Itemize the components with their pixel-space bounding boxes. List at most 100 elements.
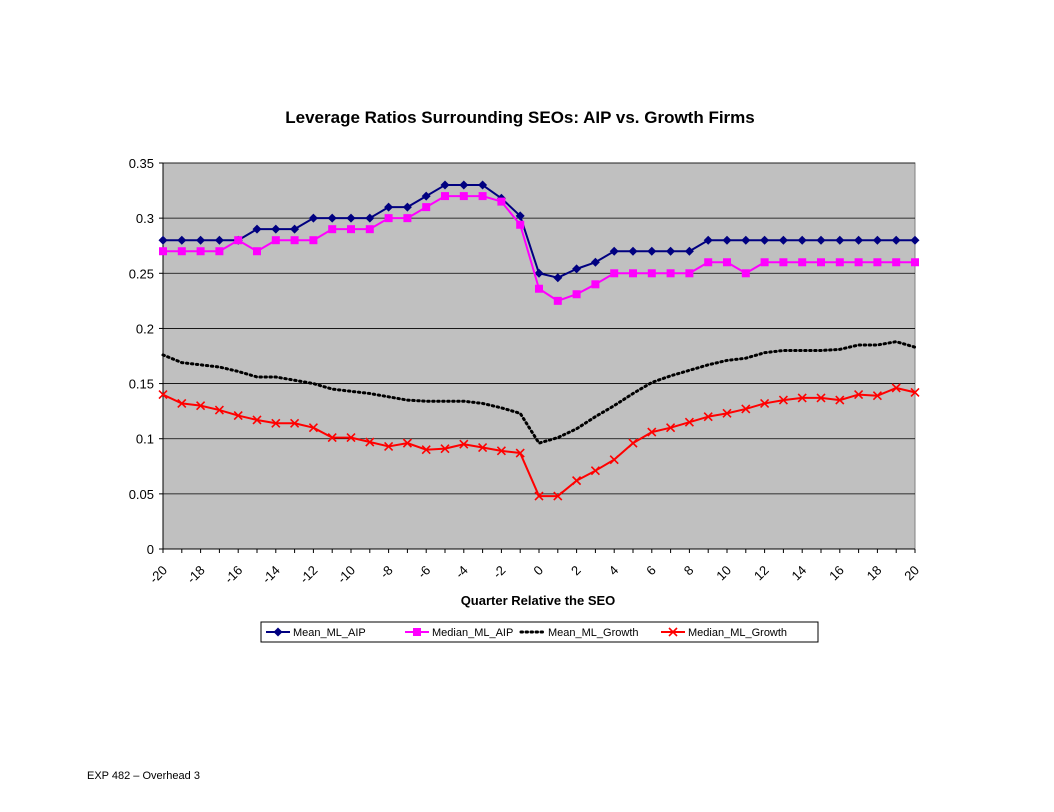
data-point-square	[779, 258, 788, 267]
x-tick-label: -14	[259, 563, 283, 587]
data-point-diamond	[515, 211, 525, 221]
x-tick-label: 10	[713, 563, 734, 584]
data-point-square	[741, 269, 750, 278]
data-point-square	[854, 258, 863, 267]
data-point-x	[196, 401, 206, 411]
data-point-square	[196, 247, 205, 256]
data-point-x	[703, 412, 713, 422]
legend-item: Median_ML_Growth	[661, 627, 787, 639]
data-point-x	[872, 391, 882, 401]
data-point-x	[590, 466, 600, 476]
data-point-x	[459, 439, 469, 449]
x-tick-label: -2	[490, 563, 509, 582]
data-point-diamond	[327, 213, 337, 223]
data-point-square	[629, 269, 637, 278]
x-tick-label: -4	[452, 563, 471, 582]
x-tick-label: 6	[643, 563, 659, 579]
data-point-x	[553, 491, 563, 501]
data-point-square	[177, 247, 186, 256]
x-tick-label: -8	[377, 563, 396, 582]
data-point-diamond	[760, 235, 770, 245]
legend-item: Median_ML_AIP	[405, 627, 513, 639]
legend: Mean_ML_AIP Median_ML_AIP Mean_ML_Growth Me…	[260, 621, 819, 643]
x-tick-label: 8	[681, 563, 697, 579]
data-point-diamond	[214, 235, 224, 245]
y-tick-label: 0	[147, 542, 154, 557]
data-point-x	[666, 423, 676, 433]
data-point-diamond	[384, 202, 394, 212]
legend-item: Mean_ML_Growth	[519, 627, 639, 639]
data-point-x	[628, 438, 638, 448]
data-point-square	[704, 258, 713, 267]
data-point-diamond	[703, 235, 713, 245]
data-point-square	[610, 269, 619, 278]
series-Mean_ML_AIP	[158, 180, 920, 283]
legend-item: Mean_ML_AIP	[266, 627, 366, 639]
data-point-x	[741, 404, 751, 414]
data-point-x	[214, 405, 224, 415]
series-Mean_ML_Growth	[161, 340, 917, 445]
data-point-diamond	[271, 224, 281, 234]
data-point-diamond	[252, 224, 262, 234]
data-point-diamond	[534, 268, 544, 278]
data-point-diamond	[590, 257, 600, 267]
data-point-x	[515, 448, 525, 458]
data-point-x	[722, 408, 732, 418]
data-point-square	[253, 247, 261, 256]
x-tick-label: 4	[606, 563, 622, 579]
data-point-x	[290, 418, 300, 428]
data-point-diamond	[421, 191, 431, 201]
x-tick-label: -16	[221, 563, 245, 587]
legend-label: Median_ML_Growth	[688, 627, 787, 639]
data-point-square	[290, 236, 299, 245]
series-Median_ML_AIP	[159, 192, 919, 305]
data-point-diamond	[440, 180, 450, 190]
data-point-square	[384, 214, 393, 223]
data-point-x	[158, 390, 168, 400]
data-point-x	[797, 393, 807, 403]
x-tick-label: 16	[826, 563, 847, 584]
data-point-diamond	[797, 235, 807, 245]
data-point-square	[478, 192, 487, 201]
data-point-diamond	[684, 246, 694, 256]
data-point-x	[910, 387, 920, 397]
x-tick-label: 0	[530, 563, 546, 579]
data-point-square	[328, 225, 337, 234]
data-point-square	[413, 628, 421, 636]
data-point-square	[572, 290, 581, 299]
data-point-diamond	[553, 273, 563, 283]
data-point-square	[459, 192, 468, 201]
data-point-diamond	[478, 180, 488, 190]
x-tick-label: 12	[751, 563, 772, 584]
y-tick-label: 0.05	[129, 487, 154, 502]
data-point-x	[816, 393, 826, 403]
data-point-square	[647, 269, 656, 278]
data-point-square	[723, 258, 731, 267]
data-point-square	[215, 247, 224, 256]
data-point-square	[892, 258, 901, 267]
data-point-diamond	[459, 180, 469, 190]
y-tick-label: 0.25	[129, 266, 154, 281]
data-point-diamond	[722, 235, 732, 245]
x-tick-label: -10	[334, 563, 358, 587]
data-point-square	[685, 269, 694, 278]
data-point-x	[778, 395, 788, 405]
plot-area	[162, 162, 916, 550]
data-point-x	[478, 442, 488, 453]
y-tick-label: 0.35	[129, 156, 154, 171]
data-point-x	[647, 427, 657, 437]
data-point-diamond	[290, 224, 300, 234]
data-point-square	[535, 284, 543, 293]
x-tick-label: -6	[415, 563, 434, 582]
data-point-square	[817, 258, 825, 267]
data-point-x	[891, 383, 901, 393]
data-point-square	[591, 280, 600, 289]
data-point-diamond	[835, 235, 845, 245]
data-point-x	[402, 438, 412, 448]
data-point-diamond	[647, 246, 657, 256]
data-point-square	[835, 258, 844, 267]
data-point-x	[835, 395, 845, 405]
data-point-x	[534, 491, 544, 501]
data-point-diamond	[854, 235, 864, 245]
data-point-x	[668, 627, 678, 637]
